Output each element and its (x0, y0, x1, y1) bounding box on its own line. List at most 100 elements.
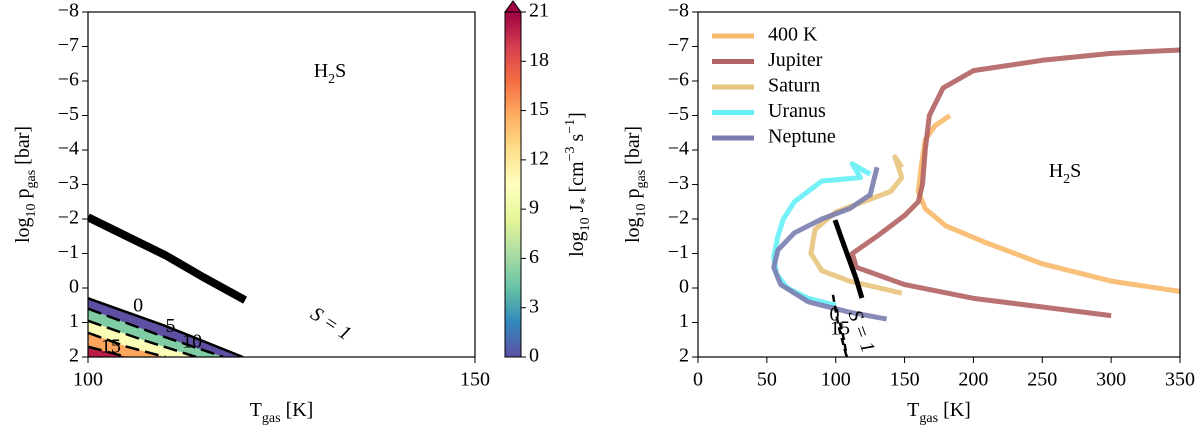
x-axis-label-part: [K] (938, 399, 971, 421)
y-tick-label: 2 (69, 345, 79, 367)
contour-line (88, 331, 166, 357)
x-tick-label: 100 (821, 369, 851, 391)
contour-label: 0 (829, 304, 839, 326)
legend-label: Jupiter (768, 49, 823, 71)
panel-title: H2S (314, 60, 347, 87)
contour-label: 0 (133, 294, 143, 316)
colorbar-extend (504, 0, 522, 13)
x-tick-label: 350 (1165, 369, 1195, 391)
colorbar-tick-label: 21 (529, 0, 549, 22)
colorbar-tick-label: 15 (529, 98, 549, 120)
colorbar-label-part: J (566, 204, 588, 217)
series-line (771, 166, 888, 322)
x-tick-label: 0 (693, 369, 703, 391)
y-tick-label: −1 (668, 241, 689, 263)
x-tick-label: 150 (460, 369, 490, 391)
panel-title-part: 2 (1063, 172, 1070, 187)
contour-label: 10 (182, 330, 202, 352)
colorbar-tick-label: 18 (529, 49, 549, 71)
contour-label: 15 (101, 335, 121, 357)
colorbar-label-part: s (566, 134, 588, 147)
y-axis-label-part: gas (634, 170, 649, 189)
contour-line (88, 345, 128, 357)
series-line (915, 113, 1180, 294)
colorbar-label-part: −1 (563, 119, 578, 134)
contour-fill (88, 332, 166, 357)
x-tick-label: 250 (1027, 369, 1057, 391)
y-tick-label: −6 (668, 69, 689, 91)
y-axis-label-part: 10 (634, 203, 649, 217)
colorbar-label-part: [cm (566, 161, 588, 198)
x-axis-label-part: [K] (281, 399, 314, 421)
y-axis-label-part: [bar] (622, 126, 644, 170)
y-axis-label-part: p (622, 188, 644, 203)
x-tick-label: 100 (73, 369, 103, 391)
y-tick-label: −4 (58, 138, 79, 160)
y-tick-label: −7 (58, 34, 79, 56)
y-tick-label: −2 (58, 207, 79, 229)
y-tick-label: −3 (668, 172, 689, 194)
x-axis-label: Tgas [K] (907, 399, 971, 426)
y-tick-label: −6 (58, 69, 79, 91)
plot-area (88, 213, 248, 357)
y-tick-label: −3 (58, 172, 79, 194)
panel-title-part: S (1070, 160, 1081, 182)
y-tick-label: 1 (69, 310, 79, 332)
y-tick-label: 2 (679, 345, 689, 367)
x-tick-label: 50 (757, 369, 777, 391)
supersaturation-line (832, 219, 865, 299)
colorbar-label-part: log (566, 231, 588, 257)
axes-frame (87, 11, 476, 358)
y-axis-label: log10 pgas [bar] (12, 126, 39, 243)
panel-title: H2S (1049, 160, 1082, 187)
y-tick-label: −5 (58, 103, 79, 125)
y-axis-label: log10 pgas [bar] (622, 126, 649, 243)
contour-label: 15 (830, 317, 850, 339)
colorbar-tick-label: 12 (529, 147, 549, 169)
supersaturation-line (88, 213, 248, 304)
y-axis-label-part: 10 (24, 203, 39, 217)
contour-line (88, 297, 244, 357)
x-axis-label-part: T (250, 399, 262, 421)
contour-line (88, 307, 224, 357)
series-line (849, 47, 1180, 319)
panel-title-part: H (314, 60, 328, 82)
colorbar-label: log10 J* [cm−3 s−1] (563, 112, 593, 257)
y-tick-label: −5 (668, 103, 689, 125)
colorbar-label-part: * (578, 198, 593, 205)
colorbar-tick-label: 3 (529, 295, 539, 317)
annotation: S = 1 (307, 303, 355, 345)
legend-label: Uranus (768, 100, 826, 122)
y-axis-label-part: log (12, 217, 34, 243)
y-tick-label: −1 (58, 241, 79, 263)
plot-area (771, 47, 1180, 357)
colorbar-label-part: ] (566, 112, 588, 119)
x-axis-label-part: gas (262, 411, 281, 426)
y-axis-label-part: log (622, 217, 644, 243)
legend-label: Saturn (768, 75, 820, 97)
y-tick-label: −8 (668, 0, 689, 22)
legend-label: 400 K (768, 24, 818, 46)
contour-label: 5 (165, 315, 175, 337)
y-axis-label-part: p (12, 188, 34, 203)
y-tick-label: 0 (69, 276, 79, 298)
y-axis-label-part: gas (24, 170, 39, 189)
x-tick-label: 150 (890, 369, 920, 391)
panel-title-part: 2 (328, 72, 335, 87)
colorbar-tick-label: 0 (529, 345, 539, 367)
x-axis-label-part: T (907, 399, 919, 421)
panel-title-part: H (1049, 160, 1063, 182)
panel-title-part: S (335, 60, 346, 82)
x-axis-label: Tgas [K] (250, 399, 314, 426)
y-tick-label: −2 (668, 207, 689, 229)
colorbar-tick-label: 6 (529, 246, 539, 268)
x-tick-label: 300 (1096, 369, 1126, 391)
contour-line (838, 322, 848, 357)
colorbar-label-part: −3 (563, 147, 578, 162)
colorbar (504, 11, 522, 358)
x-axis-label-part: gas (919, 411, 938, 426)
y-tick-label: 1 (679, 310, 689, 332)
y-tick-label: −8 (58, 0, 79, 22)
y-axis-label-part: [bar] (12, 126, 34, 170)
